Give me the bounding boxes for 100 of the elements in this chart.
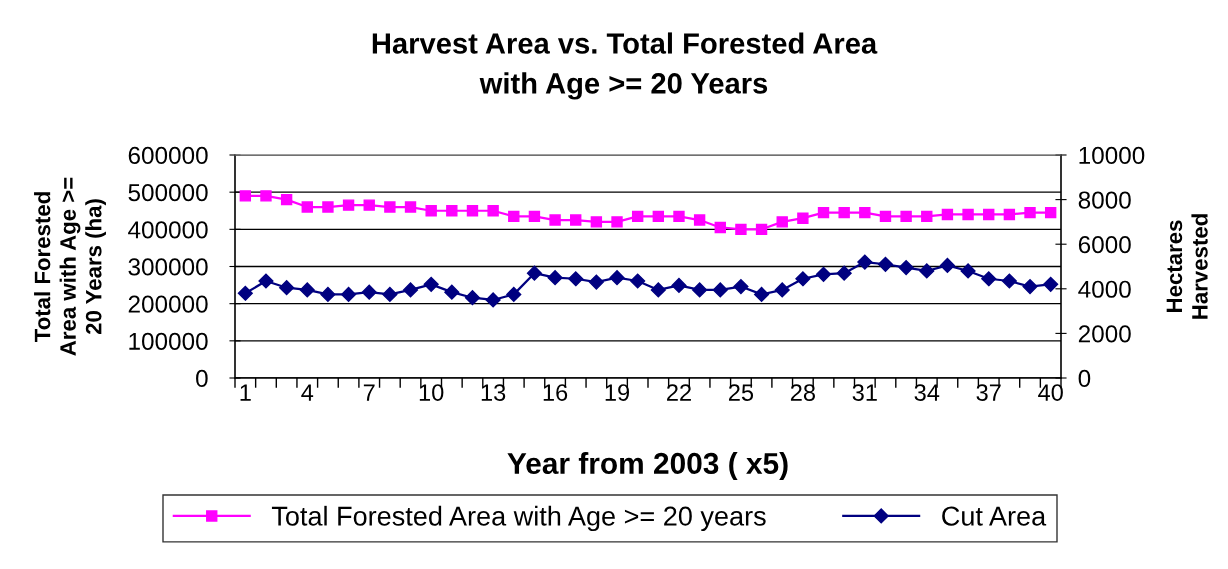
point [446,205,458,217]
point [487,205,499,217]
y2-tick-label: 6000 [1078,236,1131,254]
point [384,201,396,213]
point [900,210,912,223]
point [712,282,728,298]
point [1001,273,1017,289]
y2-tick-label: 8000 [1078,191,1131,209]
point [611,216,623,228]
point [859,206,871,219]
x-tick-label: 37 [976,384,1001,401]
point [588,274,604,290]
point [237,285,253,301]
point [815,266,832,282]
point [549,214,561,226]
point [774,282,790,298]
point [341,286,357,302]
point [382,286,398,302]
point [693,214,706,226]
point [466,205,479,217]
point [630,273,646,289]
point [506,286,522,302]
point [239,190,252,202]
point [879,210,892,223]
x-tick-label: 1 [240,384,251,401]
point [755,223,768,236]
point [260,190,272,202]
y-tick-label: 100000 [129,332,208,350]
point [1024,206,1036,219]
point [279,280,295,296]
y-tick-label: 300000 [128,258,208,276]
point [733,278,749,295]
x-tick-label: 40 [1038,384,1063,401]
point [361,284,377,300]
point [528,210,541,223]
point [1044,206,1057,219]
point [547,270,563,286]
x-tick-label: 16 [543,384,568,401]
point [609,270,625,286]
point [508,210,520,223]
point [402,282,419,298]
x-tick-label: 7 [363,384,375,401]
point [836,265,852,281]
point [921,210,933,223]
point [425,205,437,217]
point [941,208,954,221]
point [1003,208,1016,221]
point [650,282,666,298]
point [258,273,274,289]
x-axis-title: Year from 2003 ( x5) [507,452,788,480]
point [570,214,582,226]
y2-tick-label: 2000 [1078,325,1131,343]
legend-label: Cut Area [942,506,1047,526]
x-tick-label: 19 [605,384,630,401]
point [652,210,665,223]
point [590,216,603,228]
point [404,201,417,213]
point [671,277,687,294]
point [673,210,685,223]
point [464,290,481,306]
x-tick-label: 22 [667,384,691,401]
point [776,216,788,228]
point [342,199,355,211]
x-tick-label: 13 [481,384,506,401]
point [838,206,850,219]
point [299,282,315,298]
legend-label: Total Forested Area with Age >= 20 years [271,505,766,532]
y-tick-label: 500000 [128,184,208,202]
point [423,276,439,292]
x-tick-label: 10 [419,384,444,401]
point [983,208,995,221]
x-tick-label: 31 [852,384,877,401]
point [960,263,976,279]
point [280,193,293,206]
y-tick-label: 0 [196,369,208,388]
point [754,286,770,302]
point [877,256,894,272]
point [1022,278,1038,295]
point [444,284,460,300]
point [795,271,811,287]
x-tick-label: 4 [301,384,314,401]
point [714,221,726,234]
point [1043,276,1059,292]
y2-tick-label: 0 [1078,369,1091,388]
x-tick-label: 34 [914,384,940,401]
point [526,265,542,281]
x-tick-label: 28 [790,384,815,401]
point [939,257,955,273]
y2-axis-title: Hectares Harvested [1166,214,1208,319]
chart-title: Harvest Area vs. Total Forested Area with Age >= 20 Years [372,32,878,100]
point [919,263,935,279]
point [485,292,501,308]
y2-tick-label: 4000 [1078,280,1131,298]
point [320,286,336,302]
point [735,223,747,236]
point [898,260,914,276]
point [301,201,313,213]
y-tick-label: 200000 [128,295,208,313]
point [631,210,644,223]
point [568,271,584,287]
